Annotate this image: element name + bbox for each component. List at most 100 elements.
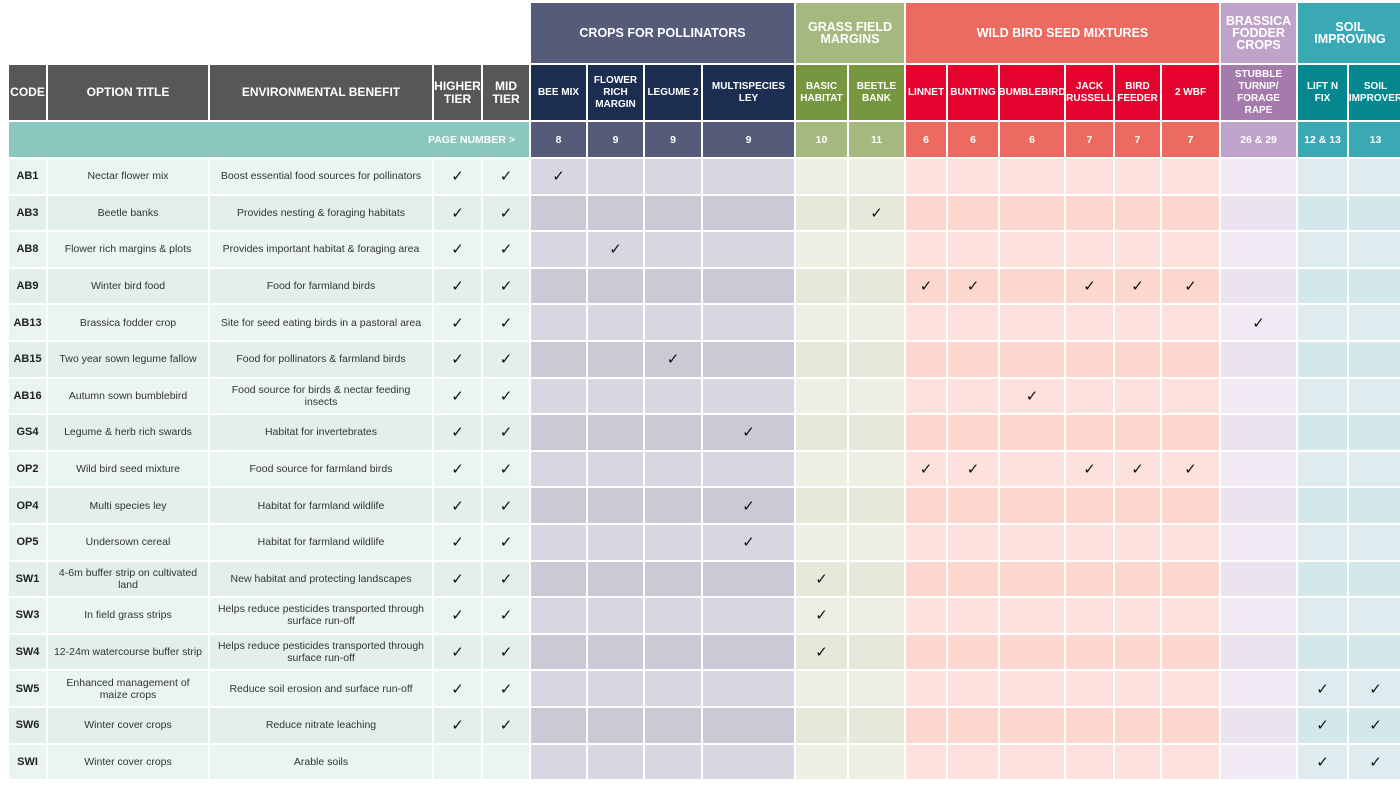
higher-tier-check: ✓ bbox=[434, 707, 481, 743]
row-option-title: Wild bird seed mixture bbox=[48, 451, 208, 487]
option-cell bbox=[703, 268, 794, 304]
option-cell bbox=[849, 268, 904, 304]
option-check: ✓ bbox=[796, 561, 847, 597]
option-check: ✓ bbox=[1221, 305, 1296, 340]
mid-tier-check: ✓ bbox=[483, 232, 529, 267]
option-cell bbox=[1162, 561, 1219, 597]
option-cell bbox=[1162, 488, 1219, 523]
higher-tier-check: ✓ bbox=[434, 341, 481, 377]
option-cell bbox=[645, 598, 701, 633]
option-cell bbox=[1000, 524, 1064, 560]
option-cell bbox=[796, 341, 847, 377]
higher-tier-check: ✓ bbox=[434, 305, 481, 340]
option-cell bbox=[796, 415, 847, 450]
option-cell bbox=[588, 341, 643, 377]
option-cell bbox=[1162, 707, 1219, 743]
option-cell bbox=[1162, 598, 1219, 633]
option-cell bbox=[645, 707, 701, 743]
option-cell bbox=[588, 268, 643, 304]
row-environmental-benefit: Food for pollinators & farmland birds bbox=[210, 341, 432, 377]
option-cell bbox=[1162, 744, 1219, 780]
option-cell bbox=[1298, 378, 1347, 414]
option-cell bbox=[1115, 744, 1160, 780]
option-cell bbox=[948, 744, 998, 780]
option-cell bbox=[906, 341, 946, 377]
option-check: ✓ bbox=[906, 451, 946, 487]
row-environmental-benefit: Food for farmland birds bbox=[210, 268, 432, 304]
option-check: ✓ bbox=[1298, 744, 1347, 780]
option-cell bbox=[1162, 415, 1219, 450]
row-code: OP4 bbox=[9, 488, 46, 523]
option-cell bbox=[1298, 488, 1347, 523]
column-header-option: BASIC HABITAT bbox=[796, 65, 847, 120]
option-cell bbox=[1066, 488, 1113, 523]
mid-tier-check: ✓ bbox=[483, 598, 529, 633]
option-cell bbox=[1000, 634, 1064, 670]
page-number: 7 bbox=[1066, 122, 1113, 157]
page-number: 7 bbox=[1162, 122, 1219, 157]
option-check: ✓ bbox=[1162, 451, 1219, 487]
column-header-option: LIFT N FIX bbox=[1298, 65, 1347, 120]
option-check: ✓ bbox=[645, 341, 701, 377]
option-cell bbox=[1000, 707, 1064, 743]
option-cell bbox=[531, 232, 586, 267]
option-cell bbox=[703, 341, 794, 377]
option-cell bbox=[1000, 341, 1064, 377]
row-code: SW5 bbox=[9, 671, 46, 706]
option-check: ✓ bbox=[703, 415, 794, 450]
option-check: ✓ bbox=[948, 451, 998, 487]
column-header-option: JACK RUSSELL bbox=[1066, 65, 1113, 120]
option-cell bbox=[1066, 378, 1113, 414]
option-cell bbox=[531, 634, 586, 670]
option-cell bbox=[1221, 415, 1296, 450]
option-cell bbox=[1221, 634, 1296, 670]
mid-tier-check bbox=[483, 744, 529, 780]
option-cell bbox=[849, 561, 904, 597]
option-cell bbox=[849, 634, 904, 670]
option-cell bbox=[588, 634, 643, 670]
option-cell bbox=[1349, 598, 1400, 633]
option-check: ✓ bbox=[1115, 451, 1160, 487]
option-cell bbox=[1115, 415, 1160, 450]
option-check: ✓ bbox=[1000, 378, 1064, 414]
option-cell bbox=[1000, 561, 1064, 597]
higher-tier-check: ✓ bbox=[434, 415, 481, 450]
option-cell bbox=[1221, 195, 1296, 231]
option-check: ✓ bbox=[703, 524, 794, 560]
higher-tier-check: ✓ bbox=[434, 232, 481, 267]
page-number: 13 bbox=[1349, 122, 1400, 157]
option-cell bbox=[906, 378, 946, 414]
option-cell bbox=[1349, 305, 1400, 340]
option-cell bbox=[1349, 561, 1400, 597]
option-cell bbox=[531, 744, 586, 780]
option-cell bbox=[906, 305, 946, 340]
option-cell bbox=[1000, 744, 1064, 780]
option-cell bbox=[1115, 598, 1160, 633]
row-code: SW4 bbox=[9, 634, 46, 670]
option-cell bbox=[1066, 671, 1113, 706]
page-number: 11 bbox=[849, 122, 904, 157]
option-cell bbox=[1115, 159, 1160, 194]
mid-tier-check: ✓ bbox=[483, 159, 529, 194]
option-cell bbox=[796, 744, 847, 780]
row-environmental-benefit: Habitat for farmland wildlife bbox=[210, 488, 432, 523]
option-cell bbox=[1349, 341, 1400, 377]
option-cell bbox=[1115, 378, 1160, 414]
option-cell bbox=[588, 671, 643, 706]
column-header-option: SOIL IMPROVER bbox=[1349, 65, 1400, 120]
option-cell bbox=[588, 159, 643, 194]
option-cell bbox=[1298, 305, 1347, 340]
option-cell bbox=[906, 415, 946, 450]
option-cell bbox=[1349, 634, 1400, 670]
group-header: SOIL IMPROVING bbox=[1298, 3, 1400, 63]
page-number: 6 bbox=[948, 122, 998, 157]
option-cell bbox=[645, 561, 701, 597]
column-header-title: OPTION TITLE bbox=[48, 65, 208, 120]
column-header-benefit: ENVIRONMENTAL BENEFIT bbox=[210, 65, 432, 120]
row-environmental-benefit: Food source for birds & nectar feeding i… bbox=[210, 378, 432, 414]
option-cell bbox=[1162, 634, 1219, 670]
option-cell bbox=[703, 195, 794, 231]
option-cell bbox=[849, 524, 904, 560]
option-cell bbox=[1349, 159, 1400, 194]
mid-tier-check: ✓ bbox=[483, 671, 529, 706]
